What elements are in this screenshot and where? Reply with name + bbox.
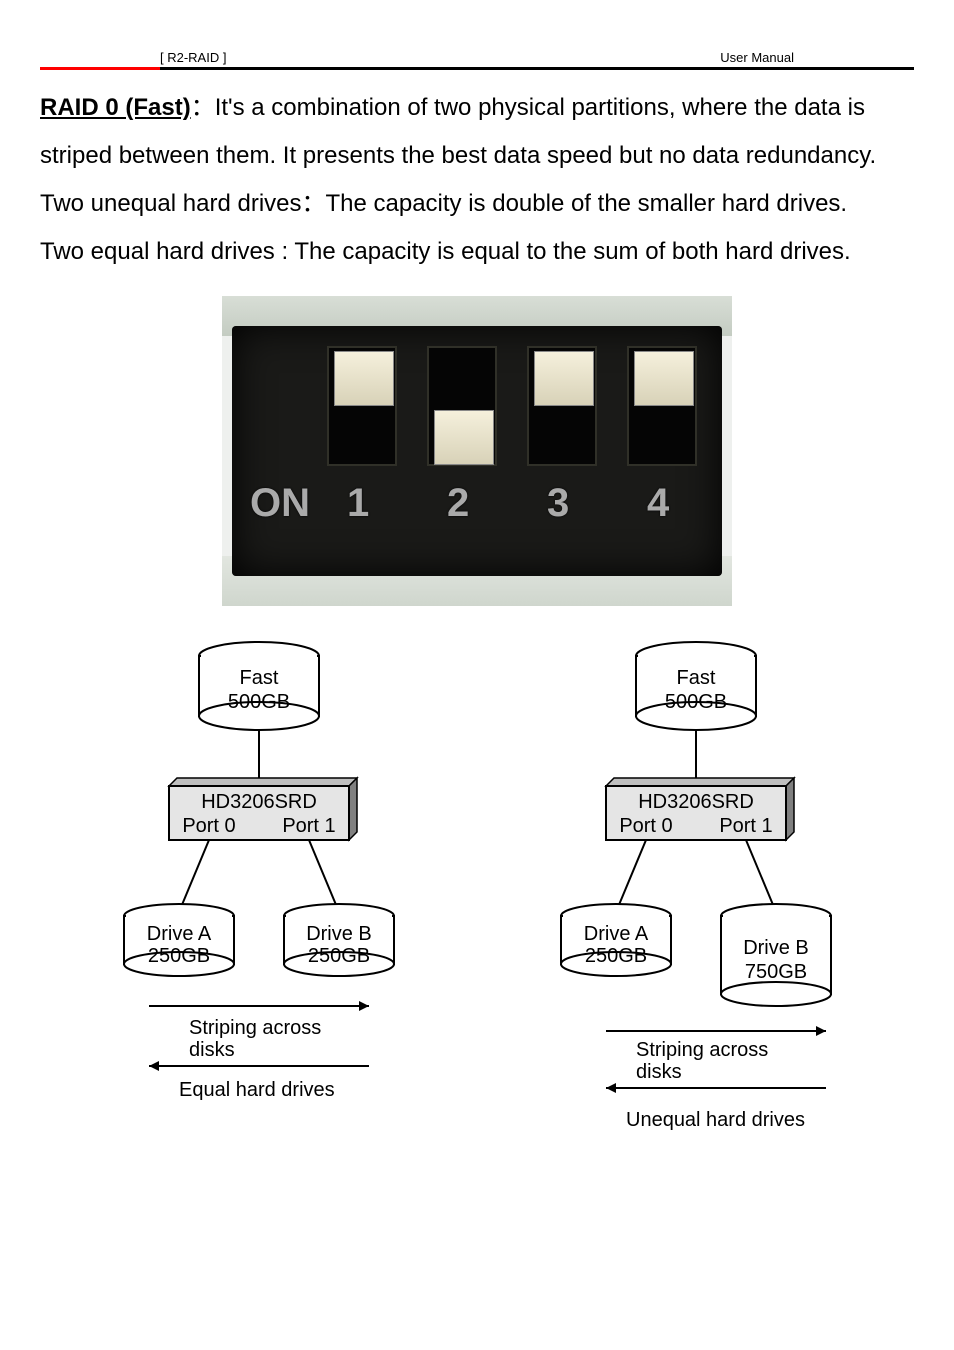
diagram-equal: Fast 500GB HD3206SRD Port 0 Port 1	[69, 636, 449, 1156]
left-driveA-l1: Drive A	[146, 923, 211, 945]
right-caption: Unequal hard drives	[626, 1109, 805, 1131]
body-text: RAID 0 (Fast)：It's a combination of two …	[40, 84, 914, 276]
right-striping-2: disks	[636, 1061, 682, 1083]
left-striping-1: Striping across	[189, 1017, 321, 1039]
paragraph-3: Two equal hard drives : The capacity is …	[40, 228, 914, 276]
right-top-line1: Fast	[676, 667, 715, 689]
header-right: User Manual	[720, 50, 794, 65]
dip-switch-photo: ON 1 2 3 4	[222, 296, 732, 606]
left-caption: Equal hard drives	[179, 1079, 335, 1101]
right-port0: Port 0	[619, 815, 672, 837]
left-top-line1: Fast	[239, 667, 278, 689]
paragraph-2: Two unequal hard drives：The capacity is …	[40, 180, 914, 228]
left-driveB-l2: 250GB	[307, 945, 369, 967]
right-ctrl-title: HD3206SRD	[638, 791, 754, 813]
raid-title: RAID 0 (Fast)	[40, 94, 191, 121]
right-driveB-l1: Drive B	[743, 937, 809, 959]
dip-label-3: 3	[547, 481, 569, 526]
dip-label-1: 1	[347, 481, 369, 526]
right-striping-1: Striping across	[636, 1039, 768, 1061]
title-sep: ：	[191, 94, 215, 121]
dip-label-on: ON	[250, 481, 310, 526]
left-driveA-l2: 250GB	[147, 945, 209, 967]
diagram-unequal: Fast 500GB HD3206SRD Port 0 Port 1 Drive…	[506, 636, 886, 1156]
header-left: [ R2-RAID ]	[160, 50, 226, 65]
dip-label-2: 2	[447, 481, 469, 526]
right-top-line2: 500GB	[664, 691, 726, 713]
header-rule	[40, 67, 914, 70]
diagram-equal-svg: Fast 500GB HD3206SRD Port 0 Port 1	[69, 636, 449, 1136]
left-port1: Port 1	[282, 815, 335, 837]
diagram-unequal-svg: Fast 500GB HD3206SRD Port 0 Port 1 Drive…	[506, 636, 886, 1156]
right-port1: Port 1	[719, 815, 772, 837]
left-top-line2: 500GB	[227, 691, 289, 713]
right-driveA-l1: Drive A	[583, 923, 648, 945]
left-port0: Port 0	[182, 815, 235, 837]
right-driveA-l2: 250GB	[584, 945, 646, 967]
left-striping-2: disks	[189, 1039, 235, 1061]
dip-label-4: 4	[647, 481, 669, 526]
right-driveB-l2: 750GB	[744, 961, 806, 983]
left-driveB-l1: Drive B	[306, 923, 372, 945]
left-ctrl-title: HD3206SRD	[201, 791, 317, 813]
